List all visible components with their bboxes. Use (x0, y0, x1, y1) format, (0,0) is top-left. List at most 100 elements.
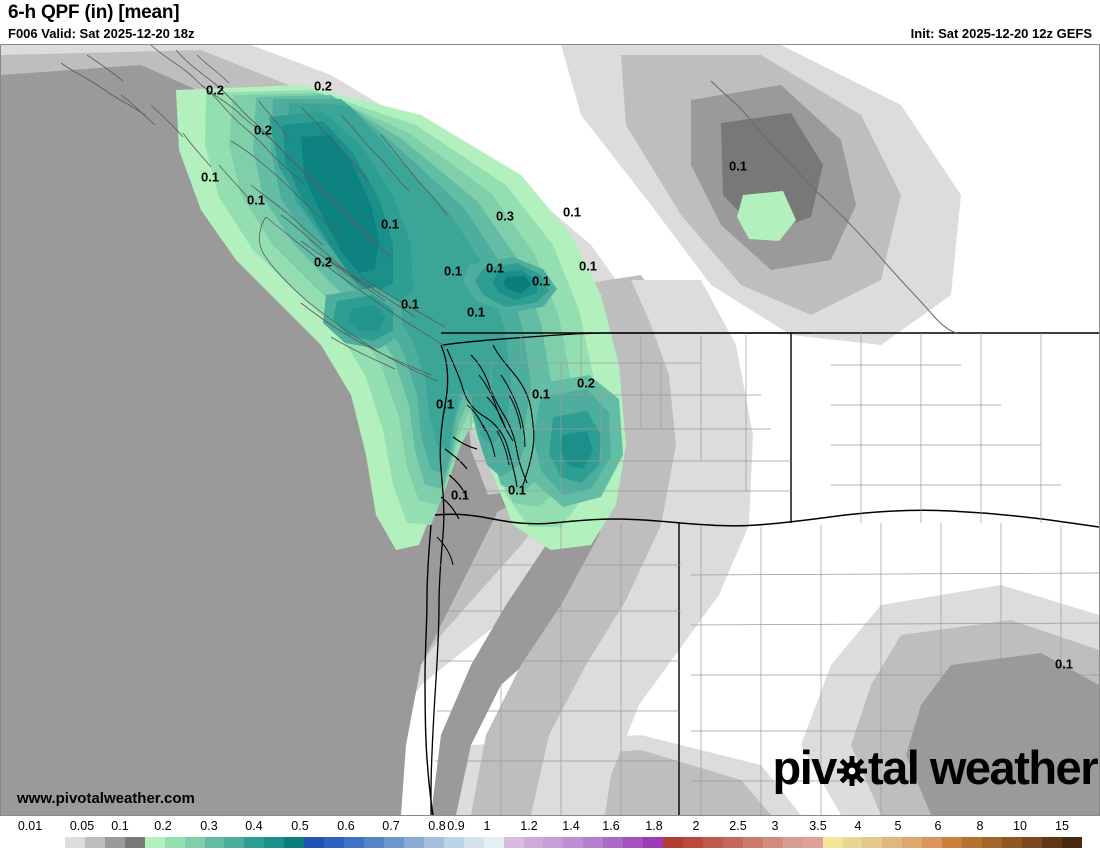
colorbar-swatch (443, 837, 464, 848)
contour-band-gray-east3 (531, 280, 753, 815)
colorbar-swatch (982, 837, 1002, 848)
contour-core-teal-cascades4 (503, 276, 531, 293)
colorbar-tick-label: 0.7 (382, 819, 400, 833)
map-boundaries (60, 45, 1099, 815)
map-canvas[interactable]: 0.2 0.2 0.2 0.1 0.1 0.1 0.3 0.1 0.2 0.1 … (0, 44, 1100, 816)
colorbar-swatch (244, 837, 265, 848)
contour-core-teal-vi3 (349, 305, 385, 331)
colorbar-swatch (383, 837, 404, 848)
colorbar-swatch (782, 837, 803, 848)
map-header: 6-h QPF (in) [mean] F006 Valid: Sat 2025… (0, 0, 1100, 44)
colorbar-swatch (962, 837, 983, 848)
colorbar-swatch (463, 837, 484, 848)
site-url-label: www.pivotalweather.com (17, 790, 195, 807)
colorbar-swatch (802, 837, 823, 848)
colorbar-tick-label: 1.6 (602, 819, 620, 833)
map-graphic (1, 45, 1099, 815)
colorbar[interactable]: 0.01 0.05 0.1 0.2 0.3 0.4 0.5 0.6 0.7 0.8 0.9 1 1.2 1… (0, 818, 1100, 850)
colorbar-swatch (623, 837, 644, 848)
colorbar-swatch (164, 837, 185, 848)
contour-core-teal-bc3 (301, 135, 379, 273)
colorbar-tick-label: 0.05 (69, 819, 95, 833)
colorbar-tick-label: 5 (894, 819, 902, 833)
colorbar-swatch (523, 837, 544, 848)
colorbar-swatch (643, 837, 664, 848)
colorbar-tick-label: 1.2 (520, 819, 538, 833)
colorbar-tick-label: 0.4 (245, 819, 263, 833)
brand-wordmark: piv tal weather (772, 741, 1099, 794)
colorbar-tick-label: 1.8 (645, 819, 663, 833)
colorbar-swatch (184, 837, 205, 848)
colorbar-swatch (583, 837, 604, 848)
colorbar-swatch (702, 837, 723, 848)
colorbar-swatch (364, 837, 384, 848)
colorbar-tick-label: 2 (692, 819, 700, 833)
colorbar-tick-label: 0.2 (154, 819, 172, 833)
colorbar-swatch (563, 837, 584, 848)
colorbar-tick-label: 0.1 (111, 819, 129, 833)
brand-text-pre: piv (772, 741, 838, 794)
colorbar-swatch (483, 837, 504, 848)
colorbar-swatch (922, 837, 943, 848)
colorbar-tick-label: 0.9 (447, 819, 465, 833)
colorbar-tick-label: 3.5 (809, 819, 827, 833)
colorbar-swatch (64, 837, 85, 848)
colorbar-swatch (124, 837, 145, 848)
brand-text-post: tal weather (867, 741, 1099, 794)
colorbar-tick-label: 3 (771, 819, 779, 833)
colorbar-swatch (304, 837, 325, 848)
colorbar-swatch (144, 837, 165, 848)
colorbar-swatch (104, 837, 125, 848)
colorbar-tick-label: 0.6 (337, 819, 355, 833)
colorbar-swatch (1021, 837, 1042, 848)
colorbar-swatch (902, 837, 923, 848)
colorbar-swatch (862, 837, 883, 848)
colorbar-swatch (543, 837, 564, 848)
colorbar-tick-label: 1.4 (562, 819, 580, 833)
colorbar-tick-label: 15 (1055, 819, 1069, 833)
contour-band-green-0p1-b (737, 191, 796, 241)
colorbar-swatch (84, 837, 105, 848)
colorbar-swatch (1002, 837, 1022, 848)
colorbar-swatch (722, 837, 743, 848)
colorbar-swatch (882, 837, 903, 848)
colorbar-swatch (45, 837, 65, 848)
colorbar-swatch (603, 837, 624, 848)
colorbar-tick-label: 0.5 (291, 819, 309, 833)
colorbar-ticks: 0.01 0.05 0.1 0.2 0.3 0.4 0.5 0.6 0.7 0.8 0.9 1 1.2 1… (0, 818, 1100, 835)
colorbar-swatch (204, 837, 225, 848)
colorbar-tick-label: 4 (854, 819, 862, 833)
colorbar-swatch (503, 837, 524, 848)
colorbar-swatch (264, 837, 285, 848)
colorbar-swatch (663, 837, 683, 848)
colorbar-strip (45, 837, 1082, 848)
colorbar-tick-label: 0.01 (17, 819, 43, 833)
colorbar-tick-label: 2.5 (729, 819, 747, 833)
colorbar-tick-label: 10 (1013, 819, 1027, 833)
gear-icon (836, 754, 867, 786)
colorbar-swatch (423, 837, 444, 848)
colorbar-swatch (842, 837, 863, 848)
contour-core-teal-sw4 (559, 431, 593, 469)
valid-time-label: F006 Valid: Sat 2025-12-20 18z (8, 26, 195, 41)
colorbar-swatch (742, 837, 763, 848)
colorbar-swatch (683, 837, 703, 848)
colorbar-swatch (344, 837, 364, 848)
colorbar-swatch (1041, 837, 1062, 848)
page-title: 6-h QPF (in) [mean] (8, 2, 180, 23)
colorbar-swatch (224, 837, 245, 848)
colorbar-swatch (942, 837, 963, 848)
colorbar-swatch (762, 837, 783, 848)
colorbar-tick-label: 1 (483, 819, 491, 833)
colorbar-swatch (403, 837, 424, 848)
colorbar-tick-label: 6 (934, 819, 942, 833)
colorbar-tick-label: 8 (976, 819, 984, 833)
colorbar-swatch (284, 837, 305, 848)
init-time-label: Init: Sat 2025-12-20 12z GEFS (910, 26, 1092, 41)
contour-band-gray-east2 (471, 275, 701, 815)
colorbar-swatch (822, 837, 843, 848)
colorbar-swatch (1061, 837, 1082, 848)
colorbar-swatch (324, 837, 345, 848)
colorbar-tick-label: 0.3 (200, 819, 218, 833)
